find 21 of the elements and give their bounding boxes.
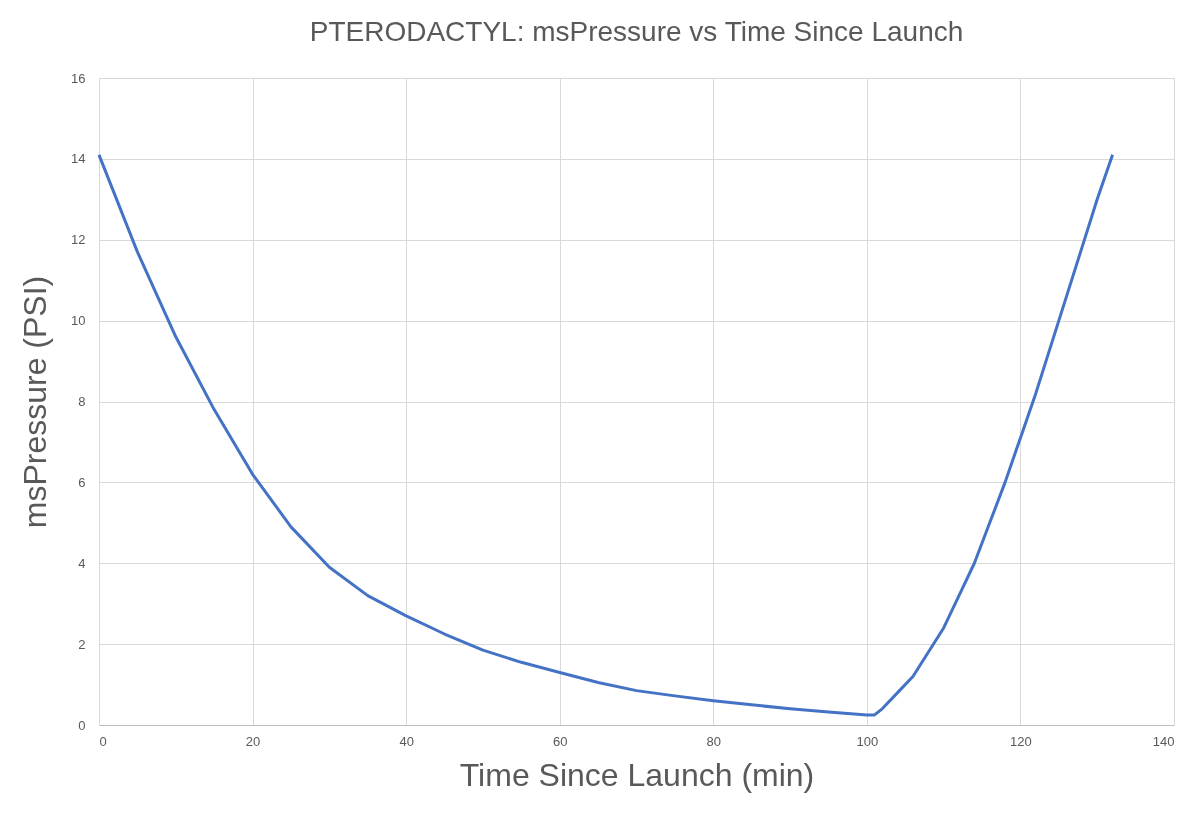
x-tick-label: 140 — [1152, 733, 1175, 749]
x-tick-label: 0 — [99, 733, 107, 749]
chart-title: PTERODACTYL: msPressure vs Time Since Launch — [309, 16, 964, 47]
y-tick-label: 2 — [78, 636, 86, 652]
x-axis-title: Time Since Launch (min) — [459, 756, 815, 793]
y-tick-label: 12 — [71, 232, 86, 248]
y-tick-label: 8 — [78, 394, 86, 409]
x-tick-label: 60 — [552, 733, 568, 749]
y-tick-label: 16 — [71, 70, 86, 86]
y-tick-label: 10 — [71, 313, 86, 329]
y-tick-label: 14 — [71, 151, 86, 167]
y-tick-label: 4 — [78, 555, 86, 571]
x-tick-label: 100 — [856, 733, 879, 749]
line-series — [97, 153, 1115, 717]
y-tick-label: 6 — [78, 474, 86, 490]
y-axis-title: msPressure (PSI) — [17, 275, 54, 529]
x-tick-label: 120 — [1010, 733, 1032, 749]
x-tick-label: 40 — [399, 733, 414, 749]
x-tick-label: 80 — [706, 733, 722, 749]
y-tick-label: 0 — [78, 717, 86, 733]
x-tick-label: 20 — [245, 733, 261, 749]
